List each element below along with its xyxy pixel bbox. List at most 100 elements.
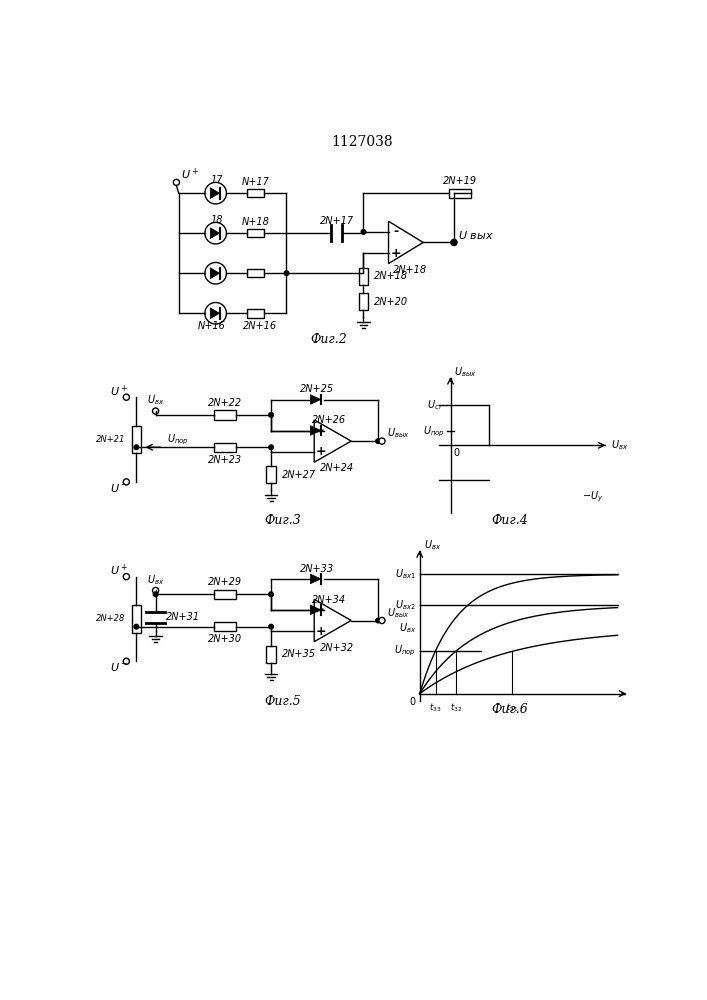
Text: 18: 18	[211, 215, 223, 225]
Circle shape	[153, 587, 158, 594]
Text: 2N+20: 2N+20	[374, 297, 409, 307]
Circle shape	[123, 574, 129, 580]
Circle shape	[269, 624, 274, 629]
Bar	[247, 189, 264, 197]
Circle shape	[123, 658, 129, 664]
Polygon shape	[310, 574, 321, 584]
Text: $U_{вх}$: $U_{вх}$	[147, 393, 164, 407]
Text: +: +	[316, 625, 327, 638]
Circle shape	[134, 445, 139, 450]
Circle shape	[123, 479, 129, 485]
Text: 2N+35: 2N+35	[282, 649, 316, 659]
Text: 2N+21: 2N+21	[96, 435, 126, 444]
Text: $-U_y$: $-U_y$	[583, 489, 604, 504]
Text: $U_{вых}$: $U_{вых}$	[387, 426, 410, 440]
Text: -: -	[393, 225, 398, 238]
Circle shape	[376, 618, 380, 623]
Text: 0: 0	[410, 697, 416, 707]
Text: N+18: N+18	[242, 217, 269, 227]
Text: $U$ $вых$: $U$ $вых$	[458, 229, 493, 241]
Text: $U_{вх2}$: $U_{вх2}$	[395, 598, 416, 612]
Text: $U^+$: $U^+$	[110, 383, 129, 399]
Circle shape	[452, 240, 456, 245]
Text: 2N+32: 2N+32	[320, 643, 354, 653]
Polygon shape	[310, 605, 321, 615]
Text: -: -	[319, 424, 324, 437]
Circle shape	[451, 239, 457, 246]
Text: +: +	[390, 247, 401, 260]
Text: N+17: N+17	[242, 177, 269, 187]
Text: $t_{32}$: $t_{32}$	[450, 701, 462, 714]
Text: 2N+16: 2N+16	[243, 321, 276, 331]
Text: 17: 17	[211, 175, 223, 185]
Text: $U^-$: $U^-$	[110, 482, 129, 494]
Text: $U_{пор}$: $U_{пор}$	[167, 432, 189, 447]
Bar	[247, 269, 264, 277]
Text: 2N+18: 2N+18	[392, 265, 427, 275]
Text: $U^+$: $U^+$	[110, 563, 129, 578]
Text: $U_{вх}$: $U_{вх}$	[423, 538, 440, 552]
Text: 2N+34: 2N+34	[312, 595, 346, 605]
Circle shape	[376, 439, 380, 443]
Text: $U_{вх}$: $U_{вх}$	[611, 438, 628, 452]
Text: Фиг.3: Фиг.3	[264, 514, 301, 527]
Text: 2N+19: 2N+19	[443, 176, 477, 186]
Text: 2N+18: 2N+18	[374, 271, 409, 281]
Text: 2N+17: 2N+17	[320, 216, 354, 226]
Bar	[132, 605, 141, 633]
Text: $t_{31}$: $t_{31}$	[506, 701, 518, 714]
Text: -: -	[319, 603, 324, 616]
Text: $U_{пор}$: $U_{пор}$	[423, 424, 444, 439]
Bar	[359, 268, 368, 285]
Circle shape	[134, 624, 139, 629]
Circle shape	[153, 592, 158, 597]
Circle shape	[269, 413, 274, 417]
Polygon shape	[210, 228, 219, 239]
Text: 2N+30: 2N+30	[208, 634, 242, 644]
Polygon shape	[310, 426, 321, 435]
Text: 2N+33: 2N+33	[300, 564, 334, 574]
Circle shape	[123, 394, 129, 400]
Bar	[267, 646, 276, 663]
Bar	[214, 622, 235, 631]
Bar	[214, 590, 235, 599]
Text: $U^-$: $U^-$	[110, 661, 129, 673]
Text: 2N+26: 2N+26	[312, 415, 346, 425]
Text: $U_{ст}$: $U_{ст}$	[427, 398, 444, 412]
Bar	[247, 309, 264, 318]
Circle shape	[269, 592, 274, 597]
Bar	[214, 443, 235, 452]
Text: N+16: N+16	[198, 321, 226, 331]
Text: 2N+28: 2N+28	[96, 614, 126, 623]
Text: Фиг.6: Фиг.6	[491, 703, 528, 716]
Text: $U_{вх}$: $U_{вх}$	[147, 573, 164, 587]
Circle shape	[173, 179, 180, 185]
Bar	[247, 229, 264, 237]
Text: 2N+31: 2N+31	[166, 612, 201, 622]
Text: 2N+22: 2N+22	[208, 398, 242, 408]
Text: Фиг.5: Фиг.5	[264, 695, 301, 708]
Polygon shape	[210, 308, 219, 319]
Text: 2N+27: 2N+27	[282, 470, 316, 480]
Text: $U_{вых}$: $U_{вых}$	[387, 606, 410, 620]
Bar	[267, 466, 276, 483]
Text: $U_{пор}$: $U_{пор}$	[394, 644, 416, 659]
Text: Фиг.4: Фиг.4	[491, 514, 528, 527]
Text: $U_{вых}$: $U_{вых}$	[455, 365, 477, 379]
Text: 2N+29: 2N+29	[208, 577, 242, 587]
Text: 2N+23: 2N+23	[208, 455, 242, 465]
Circle shape	[153, 408, 158, 414]
Text: $t_{33}$: $t_{33}$	[429, 701, 442, 714]
Text: $U_{вх}$: $U_{вх}$	[399, 621, 416, 635]
Text: 2N+25: 2N+25	[300, 384, 334, 394]
Circle shape	[269, 445, 274, 450]
Polygon shape	[310, 395, 321, 404]
Bar	[449, 189, 471, 198]
Text: $U_{вх1}$: $U_{вх1}$	[395, 567, 416, 581]
Circle shape	[379, 438, 385, 444]
Text: 2N+24: 2N+24	[320, 463, 354, 473]
Text: +: +	[316, 445, 327, 458]
Circle shape	[379, 617, 385, 624]
Text: $U^+$: $U^+$	[181, 166, 199, 182]
Circle shape	[361, 230, 366, 234]
